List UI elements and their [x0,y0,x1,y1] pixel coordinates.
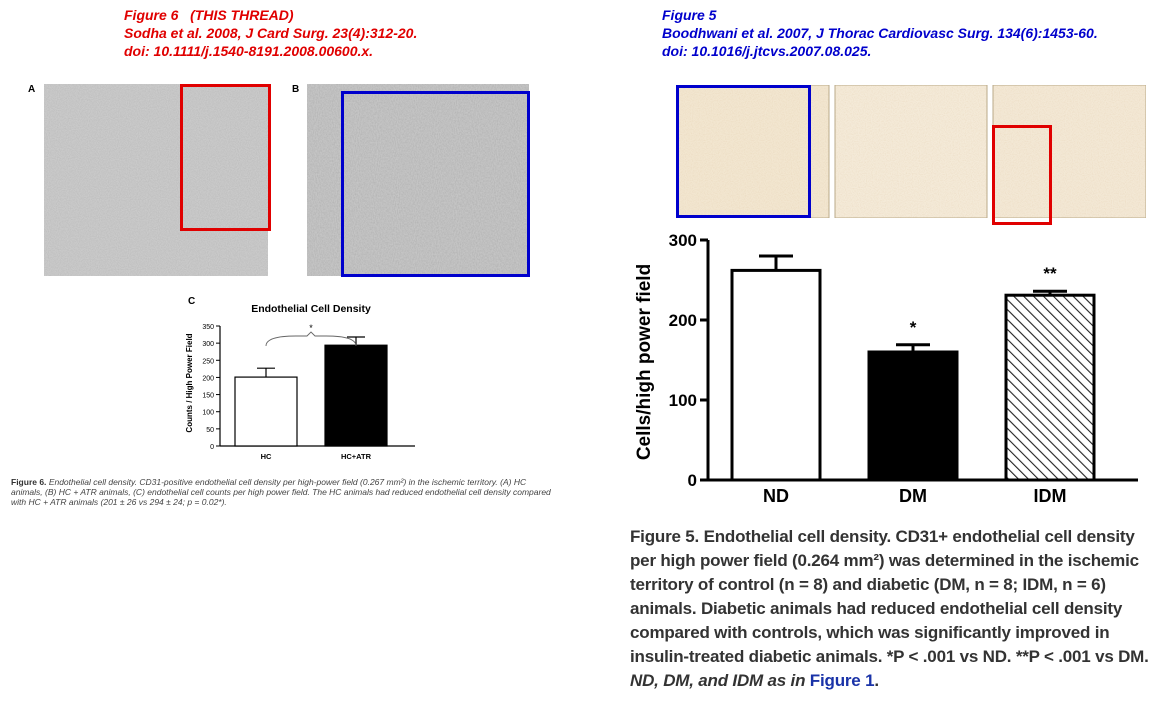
micrograph-hc-atr [307,84,529,276]
figure-1-link[interactable]: Figure 1 [809,671,875,690]
left-figure-caption: Figure 6. Endothelial cell density. CD31… [11,477,553,507]
blue-highlight-box-right [676,85,811,218]
left-doi: doi: 10.1111/j.1540-8191.2008.00600.x. [124,43,374,59]
left-significance-star: * [309,323,313,333]
right-significance-mark: * [910,318,917,337]
left-caption-label: Figure 6. [11,477,47,487]
right-y-tick-label: 200 [669,311,697,330]
left-citation: Sodha et al. 2008, J Card Surg. 23(4):31… [124,25,418,41]
right-x-tick-label: ND [763,486,789,506]
left-chart: Endothelial Cell Density Counts / High P… [185,303,415,461]
right-y-tick-label: 100 [669,391,697,410]
left-y-tick-label: 0 [210,444,214,451]
right-y-tick-label: 300 [669,231,697,250]
left-x-tick-label: HC [261,452,272,461]
right-caption-tail: ND, DM, and IDM as in [630,671,806,690]
left-y-tick-label: 150 [202,393,214,400]
left-chart-ylabel: Counts / High Power Field [185,333,194,432]
left-x-tick-label: HC+ATR [341,452,372,461]
right-caption-end: . [874,671,879,690]
blue-highlight-box-left [341,91,530,277]
red-highlight-box-right [992,125,1052,225]
right-y-tick-label: 0 [688,471,697,490]
left-caption-text: Endothelial cell density. CD31-positive … [11,477,551,507]
right-bar-dm [867,350,959,482]
left-y-tick-label: 350 [202,324,214,331]
left-y-tick-label: 50 [206,427,214,434]
right-doi: doi: 10.1016/j.jtcvs.2007.08.025. [662,43,872,59]
left-y-tick-label: 200 [202,375,214,382]
right-x-tick-label: IDM [1034,486,1067,506]
left-figure-label: Figure 6 (THIS THREAD) [124,7,294,23]
left-y-tick-label: 100 [202,410,214,417]
micrograph-idm [992,85,1146,218]
left-chart-title: Endothelial Cell Density [251,303,371,315]
left-significance-bracket [265,331,357,347]
red-highlight-box-left [180,84,271,231]
right-bar-nd [730,268,822,482]
right-caption-text: Figure 5. Endothelial cell density. CD31… [630,527,1149,666]
right-bar-idm [1004,293,1096,482]
micrograph-nd [676,85,830,218]
right-citation: Boodhwani et al. 2007, J Thorac Cardiova… [662,25,1098,41]
left-bar-hc [234,376,298,447]
micrograph-hc [44,84,268,276]
right-significance-mark: ** [1043,264,1057,283]
left-y-tick-label: 250 [202,358,214,365]
right-x-tick-label: DM [899,486,927,506]
panel-label-b: B [292,84,300,95]
micrograph-strip [676,85,1146,218]
panel-label-c: C [188,296,196,307]
left-bar-hc-atr [324,344,388,447]
right-chart-ylabel: Cells/high power field [634,264,655,460]
micrograph-dm [834,85,988,218]
right-chart: Cells/high power field 0 100 200 300 ND DM * ID… [634,231,1138,506]
right-figure-caption: Figure 5. Endothelial cell density. CD31… [630,525,1152,693]
left-y-tick-label: 300 [202,341,214,348]
right-figure-label: Figure 5 [662,7,717,23]
panel-label-a: A [28,84,36,95]
